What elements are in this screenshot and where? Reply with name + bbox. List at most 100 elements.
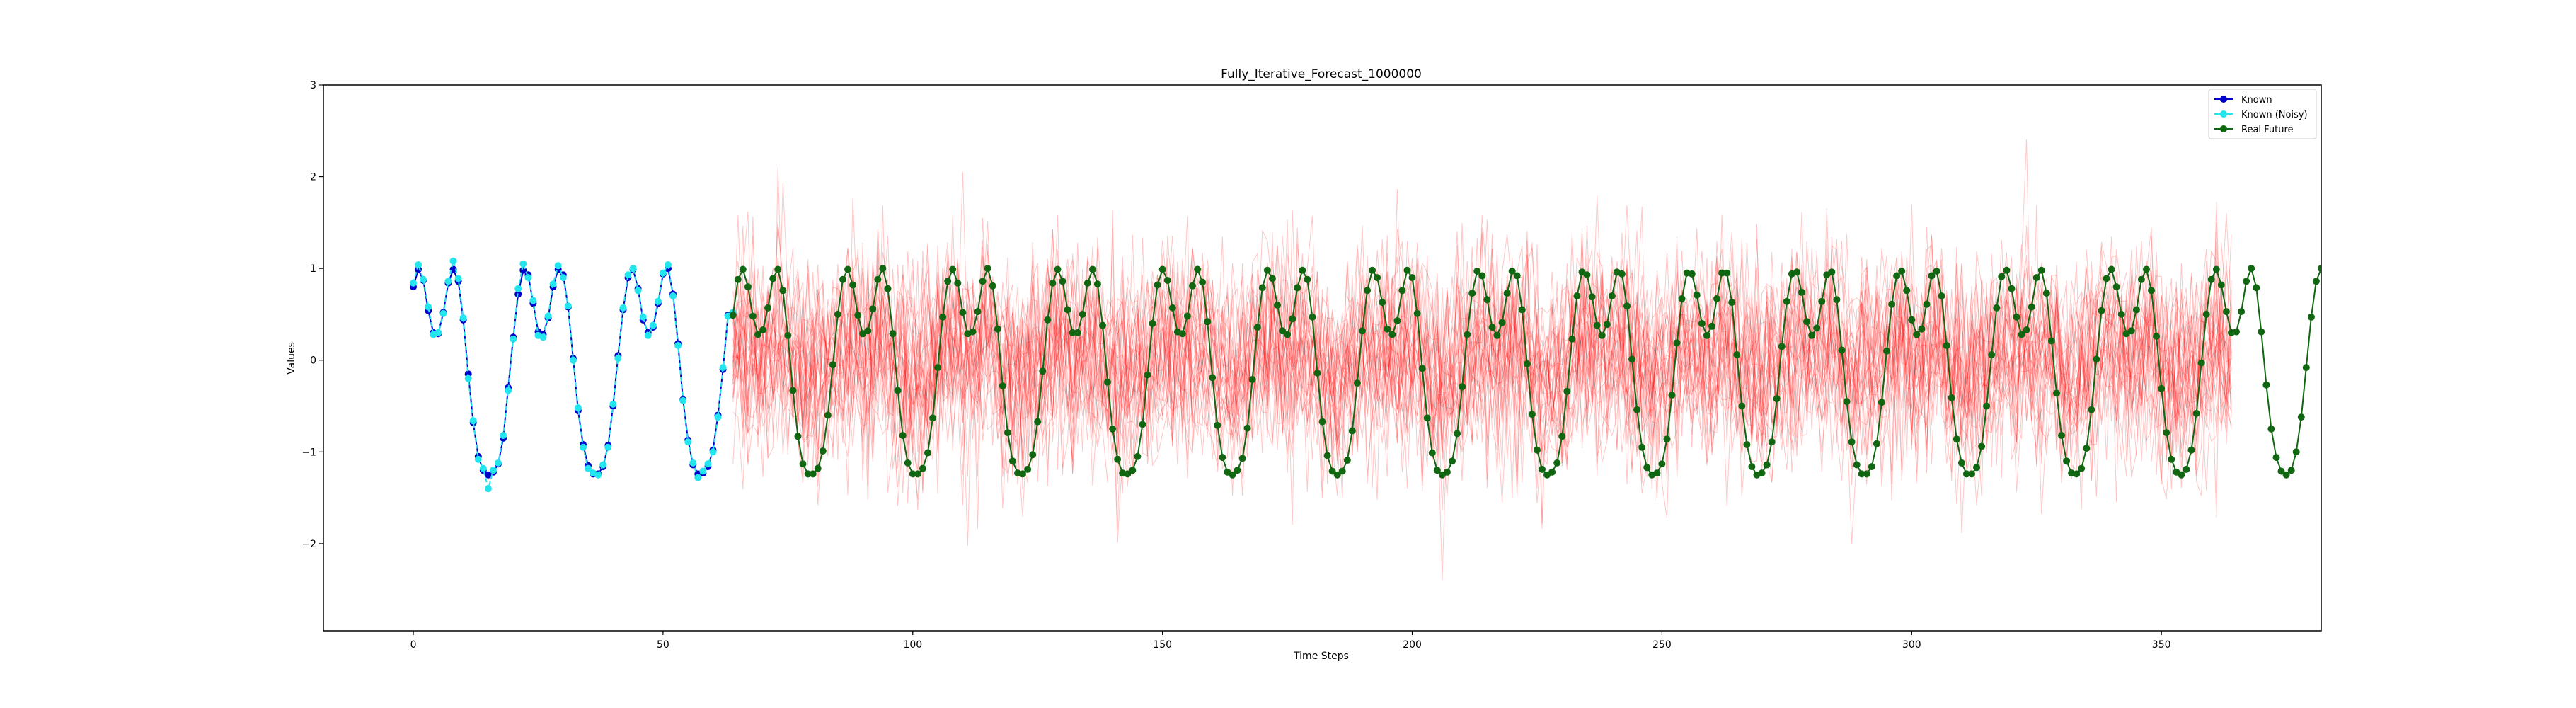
data-point <box>944 278 952 285</box>
data-point <box>949 266 957 273</box>
data-point <box>1258 284 1266 292</box>
data-point <box>864 327 872 335</box>
forecast-sample-line <box>732 248 2232 543</box>
data-point <box>1134 452 1142 460</box>
forecast-sample-line <box>732 229 2232 474</box>
forecast-sample-line <box>732 232 2232 499</box>
data-point <box>1953 435 1960 443</box>
data-point <box>1673 339 1681 347</box>
data-point <box>2178 471 2185 479</box>
data-point <box>1693 291 1701 299</box>
forecast-sample-line <box>732 188 2232 500</box>
x-tick-label: 300 <box>1902 639 1921 651</box>
data-point <box>1668 392 1676 399</box>
data-point <box>784 331 792 339</box>
data-point <box>2003 266 2011 274</box>
data-point <box>924 449 931 457</box>
data-point <box>1698 319 1706 327</box>
data-point <box>1403 266 1411 274</box>
data-point <box>1364 287 1371 295</box>
data-point <box>1508 268 1516 275</box>
data-point <box>1204 318 1212 326</box>
data-point <box>1149 319 1156 327</box>
data-point <box>1099 321 1106 329</box>
data-point <box>1633 406 1641 413</box>
data-point <box>1114 455 1122 463</box>
data-point <box>2058 432 2065 439</box>
data-point <box>639 313 647 321</box>
data-point <box>449 257 457 265</box>
data-point <box>1483 296 1491 304</box>
data-point <box>2013 313 2020 321</box>
data-point <box>1183 312 1191 320</box>
data-point <box>1129 467 1137 474</box>
data-point <box>774 266 782 273</box>
data-point <box>1548 468 1556 476</box>
data-point <box>585 464 592 472</box>
data-point <box>2053 389 2060 397</box>
data-point <box>1848 438 1856 446</box>
data-point <box>2032 274 2040 282</box>
data-point <box>1393 317 1401 324</box>
data-point <box>444 278 452 285</box>
data-point <box>2042 290 2050 297</box>
series-line <box>413 258 734 492</box>
y-axis: −2 −1 0 1 2 3 <box>301 80 323 550</box>
data-point <box>1628 355 1636 363</box>
data-point <box>1563 387 1571 395</box>
data-point <box>569 356 577 364</box>
data-point <box>709 448 717 456</box>
data-point <box>934 364 942 372</box>
data-point <box>1333 471 1341 479</box>
data-point <box>744 283 752 291</box>
forecast-sample-line <box>732 241 2232 510</box>
data-point <box>2112 283 2120 291</box>
data-point <box>999 382 1006 389</box>
data-point <box>1833 296 1841 304</box>
data-point <box>1019 470 1026 478</box>
forecast-sample-line <box>732 205 2232 518</box>
data-point <box>2238 308 2246 316</box>
data-point <box>1773 395 1781 403</box>
data-point <box>2037 266 2045 274</box>
data-point <box>454 275 462 282</box>
legend-entry-known-noisy: Known (Noisy) <box>2214 110 2308 120</box>
data-point <box>1144 371 1151 379</box>
data-point <box>2098 307 2105 314</box>
data-point <box>1957 459 1965 467</box>
data-point <box>794 433 802 440</box>
x-tick-label: 50 <box>657 639 669 651</box>
forecast-sample-line <box>732 202 2232 506</box>
data-point <box>1873 440 1880 447</box>
data-point <box>2302 364 2310 372</box>
data-point <box>1993 304 2001 312</box>
data-point <box>484 485 492 493</box>
data-point <box>1513 272 1521 280</box>
data-point <box>1643 464 1651 472</box>
forecast-samples <box>732 139 2232 581</box>
data-point <box>1768 438 1776 446</box>
forecast-sample-line <box>732 221 2232 534</box>
forecast-sample-line <box>732 229 2232 508</box>
data-point <box>1268 275 1276 282</box>
data-point <box>899 432 907 439</box>
data-point <box>1464 331 1471 338</box>
data-point <box>1998 273 2006 280</box>
data-point <box>1243 424 1251 432</box>
data-point <box>2153 333 2161 340</box>
data-point <box>1408 274 1416 282</box>
data-point <box>544 312 552 320</box>
data-point <box>764 304 772 312</box>
data-point <box>1838 346 1846 354</box>
data-point <box>824 411 832 419</box>
data-point <box>869 305 877 313</box>
data-point <box>1248 376 1256 383</box>
y-tick-label: 2 <box>310 172 316 183</box>
data-point <box>2272 454 2280 462</box>
data-point <box>574 404 582 412</box>
data-point <box>1983 402 1991 410</box>
data-point <box>495 459 502 467</box>
data-point <box>1299 266 1306 274</box>
